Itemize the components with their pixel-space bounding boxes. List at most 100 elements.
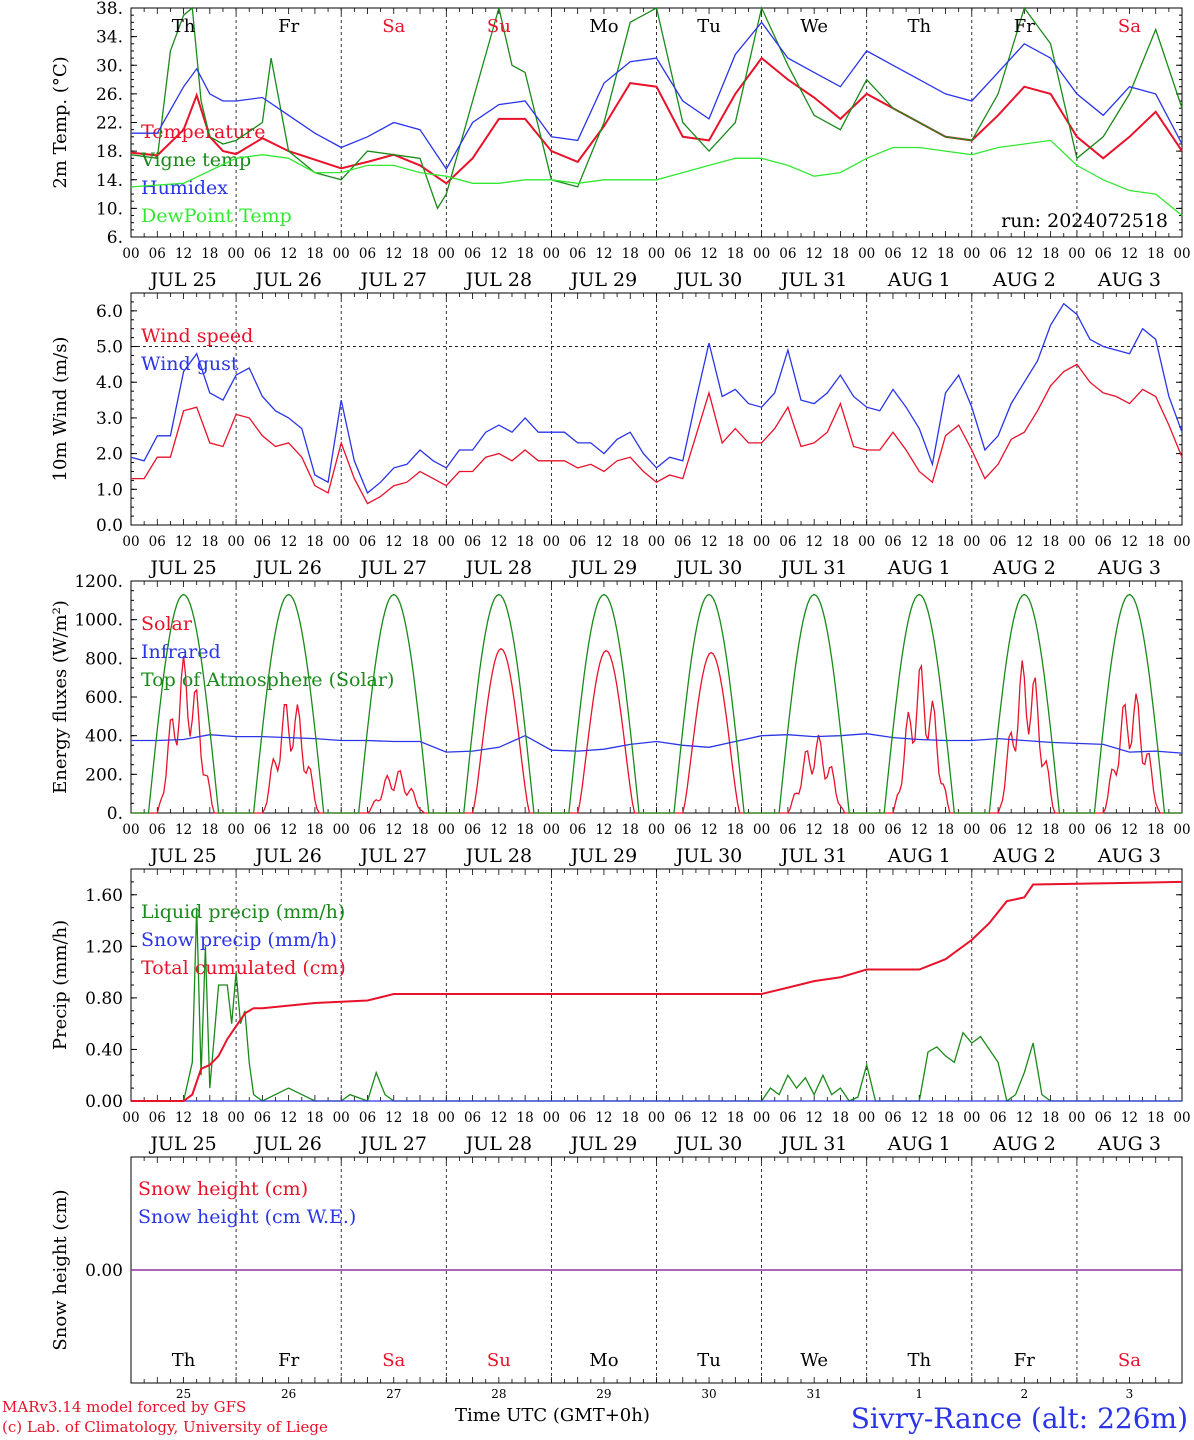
y-tick-label: 1000.	[74, 611, 123, 631]
hour-label: 12	[280, 246, 297, 262]
hour-label: 06	[1095, 534, 1112, 550]
hour-label: 12	[1016, 534, 1033, 550]
weekday-label: Sa	[382, 16, 405, 37]
date-label: AUG 2	[992, 845, 1056, 867]
hour-label: 12	[385, 822, 402, 838]
y-tick-label: 5.0	[96, 338, 123, 358]
hour-label: 12	[385, 534, 402, 550]
weekday-label: Fr	[1014, 16, 1035, 37]
legend-entry: DewPoint Temp	[141, 205, 292, 227]
precip-ylabel: Precip (mm/h)	[50, 920, 71, 1050]
hour-label: 18	[201, 246, 218, 262]
hour-label: 00	[648, 534, 665, 550]
hour-label: 18	[411, 1110, 428, 1126]
series-line-1	[131, 733, 1183, 754]
legend-entry: Humidex	[141, 177, 228, 199]
weekday-label: Tu	[697, 16, 721, 37]
hour-label: 00	[963, 534, 980, 550]
weekday-label: Sa	[1118, 1350, 1141, 1371]
hour-label: 18	[727, 822, 744, 838]
hour-label: 00	[228, 534, 245, 550]
hour-label: 00	[1068, 822, 1085, 838]
hour-label: 00	[1068, 534, 1085, 550]
series-line-1	[130, 302, 1183, 494]
date-label: JUL 26	[253, 845, 321, 867]
hour-label: 18	[1042, 534, 1059, 550]
series-line-2	[131, 880, 1183, 1102]
hour-label: 00	[858, 534, 875, 550]
date-label: JUL 29	[569, 269, 637, 291]
hour-label: 18	[306, 246, 323, 262]
lab-credit: (c) Lab. of Climatology, University of L…	[2, 1418, 328, 1436]
hour-label: 18	[1042, 1110, 1059, 1126]
hour-label: 00	[753, 246, 770, 262]
hour-label: 06	[884, 246, 901, 262]
hour-label: 12	[175, 246, 192, 262]
hour-label: 18	[517, 1110, 534, 1126]
hour-label: 00	[438, 822, 455, 838]
energy-ylabel: Energy fluxes (W/m²)	[50, 600, 71, 794]
date-label: JUL 29	[569, 845, 637, 867]
weekday-label: Mo	[589, 1350, 618, 1371]
y-tick-label: 22.	[96, 114, 123, 134]
hour-label: 12	[385, 246, 402, 262]
weekday-label: Th	[907, 16, 931, 37]
hour-label: 00	[753, 534, 770, 550]
hour-label: 18	[937, 246, 954, 262]
weekday-label: Su	[487, 1350, 511, 1371]
series-line-3	[130, 139, 1183, 217]
hour-label: 12	[700, 822, 717, 838]
series-line-0	[130, 56, 1183, 185]
hour-label: 18	[727, 246, 744, 262]
date-label: JUL 26	[253, 1133, 321, 1155]
y-tick-label: 6.0	[96, 302, 123, 322]
hour-label: 12	[1121, 534, 1138, 550]
y-tick-label: 0.80	[85, 989, 123, 1009]
day-number: 27	[386, 1387, 401, 1401]
date-label: JUL 31	[779, 845, 847, 867]
date-label: JUL 30	[674, 845, 742, 867]
day-number: 31	[807, 1387, 822, 1401]
hour-label: 18	[411, 246, 428, 262]
hour-label: 18	[937, 1110, 954, 1126]
hour-label: 12	[490, 246, 507, 262]
hour-label: 12	[1121, 822, 1138, 838]
hour-label: 06	[674, 1110, 691, 1126]
hour-label: 00	[122, 534, 139, 550]
hour-label: 12	[595, 822, 612, 838]
day-number: 26	[281, 1387, 296, 1401]
hour-label: 18	[727, 534, 744, 550]
hour-label: 00	[122, 246, 139, 262]
hour-label: 00	[228, 822, 245, 838]
hour-label: 06	[1095, 1110, 1112, 1126]
weekday-label: We	[800, 1350, 828, 1371]
weekday-label: Fr	[278, 1350, 299, 1371]
hour-label: 00	[543, 1110, 560, 1126]
hour-label: 06	[464, 246, 481, 262]
hour-label: 18	[832, 822, 849, 838]
date-label: JUL 25	[148, 269, 216, 291]
hour-label: 18	[832, 1110, 849, 1126]
y-tick-label: 4.0	[96, 373, 123, 393]
wind-panel: 0.0 1.0 2.0 3.0 4.0 5.0 6.0 10m Wind (m/s) Wind …	[50, 292, 1191, 579]
hour-label: 12	[1016, 1110, 1033, 1126]
date-label: AUG 2	[992, 557, 1056, 579]
y-tick-label: 0.00	[85, 1092, 123, 1112]
date-label: JUL 30	[674, 269, 742, 291]
hour-label: 06	[779, 246, 796, 262]
y-tick-label: 30.	[96, 56, 123, 76]
snow-panel: 0.00 Snow height (cm) Snow height (cm) Snow…	[50, 1156, 1183, 1401]
hour-label: 06	[779, 822, 796, 838]
series-line-1	[130, 5, 1183, 210]
hour-label: 12	[280, 534, 297, 550]
y-tick-label: 14.	[96, 171, 123, 191]
hour-label: 06	[359, 246, 376, 262]
hour-label: 18	[201, 534, 218, 550]
series-line-2	[131, 21, 1183, 171]
weekday-label: We	[800, 16, 828, 37]
hour-label: 12	[1121, 246, 1138, 262]
temp-panel: 6. 10. 14. 18. 22. 26. 30. 34. 38. 2m Temp. (°C) T…	[50, 0, 1191, 291]
legend-entry: Snow height (cm W.E.)	[138, 1206, 356, 1228]
date-label: JUL 27	[359, 1133, 427, 1155]
hour-label: 00	[228, 1110, 245, 1126]
